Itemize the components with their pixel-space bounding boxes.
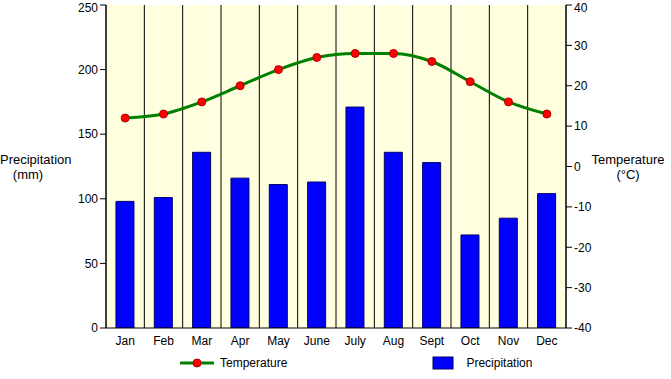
svg-text:-20: -20 [574,241,592,255]
svg-text:-30: -30 [574,281,592,295]
svg-text:150: 150 [78,127,98,141]
svg-text:Mar: Mar [191,334,212,348]
svg-text:Jan: Jan [115,334,134,348]
svg-text:50: 50 [85,257,99,271]
svg-text:June: June [304,334,330,348]
svg-text:250: 250 [78,1,98,15]
html-text:Precipitation: Precipitation [466,356,533,370]
html-text:Temperature (°C): Temperature (°C) [591,152,665,182]
svg-text:30: 30 [574,39,588,53]
svg-text:Dec: Dec [536,334,557,348]
svg-text:July: July [344,334,365,348]
svg-text:Feb: Feb [153,334,174,348]
svg-text:-40: -40 [574,321,592,335]
svg-text:Aug: Aug [383,334,404,348]
svg-text:Oct: Oct [461,334,480,348]
svg-text:Nov: Nov [498,334,519,348]
svg-text:10: 10 [574,119,588,133]
svg-text:0: 0 [91,321,98,335]
svg-text:100: 100 [78,192,98,206]
svg-text:200: 200 [78,63,98,77]
svg-text:May: May [267,334,290,348]
html-text:Precipitation (mm): Precipitation (mm) [0,152,72,182]
svg-text:0: 0 [574,160,581,174]
html-text:Temperature: Temperature [220,356,288,370]
svg-text:Apr: Apr [231,334,250,348]
svg-text:-10: -10 [574,200,592,214]
svg-text:40: 40 [574,1,588,15]
svg-text:Sept: Sept [419,334,444,348]
svg-text:20: 20 [574,79,588,93]
